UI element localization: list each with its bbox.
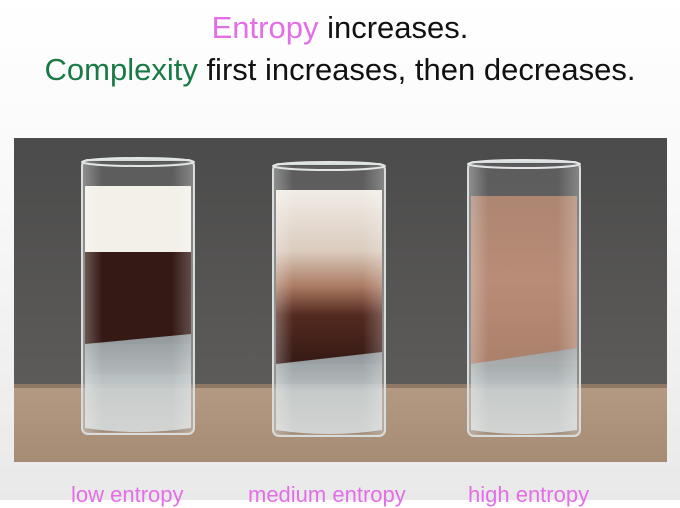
entropy-statement: increases. xyxy=(318,10,469,45)
medium-entropy-caption: medium entropy xyxy=(248,482,406,507)
high-entropy-caption: high entropy xyxy=(468,482,590,507)
headline-line-1: Entropy increases. xyxy=(0,10,680,46)
headline-line-2: Complexity first increases, then decreas… xyxy=(0,52,680,88)
low-entropy-glass xyxy=(81,157,195,435)
medium-entropy-glass xyxy=(272,161,386,437)
low-entropy-caption: low entropy xyxy=(71,482,184,507)
complexity-statement: first increases, then decreases. xyxy=(197,52,636,87)
complexity-keyword: Complexity xyxy=(44,52,198,87)
three-glasses-photo xyxy=(14,138,667,462)
entropy-keyword: Entropy xyxy=(211,10,319,45)
high-entropy-glass xyxy=(467,159,581,437)
